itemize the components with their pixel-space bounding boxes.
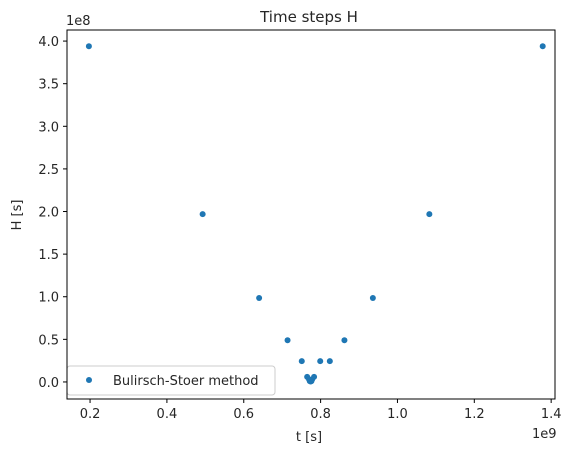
y-tick-label: 1.5 xyxy=(38,248,59,263)
data-point xyxy=(317,358,324,365)
x-tick-label: 0.2 xyxy=(80,407,101,422)
data-point xyxy=(341,337,348,344)
legend: Bulirsch-Stoer method xyxy=(66,365,276,396)
x-tick-label: 0.8 xyxy=(310,407,331,422)
data-point xyxy=(199,211,206,218)
x-axis-offset-label: 1e9 xyxy=(532,427,557,442)
axes-frame xyxy=(66,29,556,400)
data-point xyxy=(311,373,318,380)
y-tick-label: 0.5 xyxy=(38,333,59,348)
data-point xyxy=(284,337,291,344)
x-axis-label: t [s] xyxy=(296,430,322,445)
x-tick-label: 1.4 xyxy=(541,407,562,422)
data-point xyxy=(369,295,376,302)
data-point xyxy=(426,211,433,218)
x-tick-label: 0.6 xyxy=(233,407,254,422)
legend-label: Bulirsch-Stoer method xyxy=(113,374,259,389)
y-axis-label: H [s] xyxy=(10,200,25,231)
y-tick-label: 0.0 xyxy=(38,376,59,391)
y-tick-label: 4.0 xyxy=(38,35,59,50)
x-tick-label: 1.0 xyxy=(387,407,408,422)
y-tick-label: 2.5 xyxy=(38,163,59,178)
x-axis-ticks: 0.2 0.4 0.6 0.8 1.0 1.2 1.4 xyxy=(80,399,562,422)
data-point xyxy=(85,43,92,50)
data-point xyxy=(256,295,263,302)
data-point xyxy=(539,43,546,50)
chart-title: Time steps H xyxy=(259,8,358,26)
y-axis-ticks: 0.0 0.5 1.0 1.5 2.0 2.5 3.0 3.5 4.0 xyxy=(38,35,67,391)
y-tick-label: 3.5 xyxy=(38,78,59,93)
data-point xyxy=(326,358,333,365)
data-series-bulirsch-stoer xyxy=(85,43,546,385)
y-axis-offset-label: 1e8 xyxy=(66,14,91,29)
x-tick-label: 1.2 xyxy=(464,407,485,422)
y-tick-label: 3.0 xyxy=(38,120,59,135)
legend-marker xyxy=(86,377,92,383)
x-tick-label: 0.4 xyxy=(157,407,178,422)
data-point xyxy=(298,358,305,365)
y-tick-label: 2.0 xyxy=(38,206,59,221)
y-tick-label: 1.0 xyxy=(38,291,59,306)
